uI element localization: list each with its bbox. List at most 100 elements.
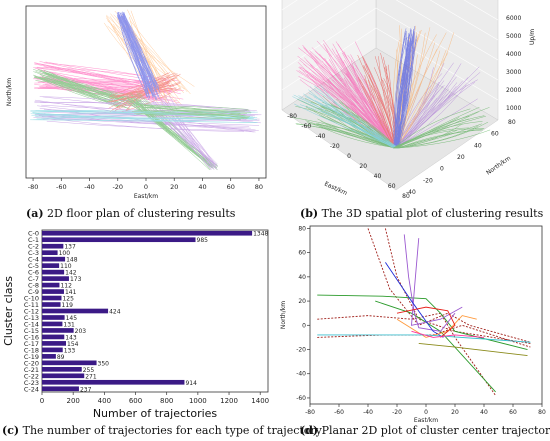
trajectory-line (35, 114, 258, 119)
trajectory-line (160, 98, 216, 167)
trajectory-line (398, 129, 491, 149)
value-label: 131 (63, 321, 75, 328)
bar-C-20 (42, 360, 97, 366)
x-tick-label: -20 (330, 143, 340, 150)
bar-C-1 (42, 237, 196, 243)
trajectory-line (363, 64, 395, 149)
trajectory-line (357, 54, 395, 149)
category-label: C-10 (24, 295, 39, 303)
value-label: 350 (98, 360, 110, 367)
panel-d: -80 -60 -40 -20 0 20 40 60 80 -60 -40 -20 0 20 40 60 80 E… (276, 222, 550, 424)
x-tick-label: 80 (402, 193, 410, 200)
bar-C-6 (42, 269, 65, 275)
value-label: 1348 (253, 231, 268, 238)
trajectory-line (392, 128, 485, 149)
y-tick-label: -20 (296, 347, 306, 354)
x-tick-label: 1400 (251, 397, 269, 405)
trajectory-line (144, 113, 247, 118)
trajectory-bundle (291, 25, 491, 149)
trajectory-line (305, 96, 399, 149)
trajectory-line (130, 10, 163, 106)
caption-c-text: The number of trajectories for each type… (22, 424, 322, 437)
value-label: 148 (66, 257, 78, 264)
trajectory-line (39, 61, 181, 95)
value-label: 125 (62, 296, 74, 303)
category-label: C-8 (28, 282, 39, 290)
x-tick-label: -60 (56, 183, 67, 191)
trajectory-line (121, 88, 180, 112)
x-axis-label: Number of trajectories (93, 407, 218, 420)
trajectory-line (398, 66, 480, 149)
x-tick-label: 60 (227, 183, 235, 191)
x-tick-label: -80 (305, 409, 315, 416)
trajectory-line (117, 13, 148, 97)
x-tick-label: -60 (334, 409, 344, 416)
trajectory-line (41, 115, 251, 129)
trajectory-line (42, 72, 119, 107)
cluster-center-line (367, 228, 531, 343)
x-tick-label: -60 (301, 123, 311, 130)
trajectory-line (320, 85, 397, 149)
trajectory-line (314, 89, 399, 149)
category-label: C-22 (24, 372, 39, 380)
category-label: C-13 (24, 314, 39, 322)
category-label: C-14 (24, 320, 39, 328)
y-tick-label: -40 (406, 189, 416, 196)
cluster-center-line (396, 306, 456, 338)
cluster-center-line (384, 228, 531, 344)
trajectory-line (123, 12, 160, 89)
x-tick-label: 800 (160, 397, 173, 405)
y-axis-label: North/km (485, 155, 512, 177)
caption-b: (b) The 3D spatial plot of clustering re… (300, 207, 543, 220)
y-tick-label: -40 (296, 371, 306, 378)
trajectory-line (313, 85, 396, 149)
trajectory-line (33, 69, 136, 107)
x-tick-label: 1000 (189, 397, 207, 405)
caption-a-text: 2D floor plan of clustering results (47, 207, 236, 220)
trajectory-line (365, 63, 396, 149)
z-axis-label: Up/m (529, 29, 536, 45)
plot-area (309, 225, 543, 405)
panel-a: -80 -60 -40 -20 0 20 40 60 80 East/km North/km (0, 0, 272, 206)
trajectory-line (393, 42, 411, 149)
value-label: 143 (65, 334, 77, 341)
caption-d: (d) Planar 2D plot of cluster center tra… (300, 424, 550, 437)
y-tick-label: -20 (423, 177, 433, 184)
trajectory-bundle (30, 9, 262, 171)
trajectory-line (123, 11, 147, 87)
cluster-center-line (411, 330, 485, 338)
y-tick-label: 20 (457, 154, 465, 161)
x-tick-label: -40 (363, 409, 373, 416)
z-tick-label: 5000 (506, 33, 521, 40)
trajectory-line (122, 15, 148, 88)
x-tick-label: 0 (424, 409, 428, 416)
x-tick-label: 0 (144, 183, 148, 191)
category-label: C-7 (28, 275, 39, 283)
value-label: 424 (109, 309, 121, 316)
bar-C-21 (42, 366, 82, 372)
trajectory-line (30, 119, 257, 123)
category-label: C-9 (28, 288, 39, 296)
trajectory-line (395, 33, 409, 149)
value-label: 145 (66, 315, 78, 322)
trajectory-line (396, 125, 479, 149)
x-tick-label: 0 (40, 397, 44, 405)
chart-c: C-0 1348 C-1 985 C-2 137 C-3 100 C-4 148 C-5 110 C-6… (2, 229, 269, 420)
trajectory-line (136, 112, 248, 119)
value-label: 914 (185, 380, 197, 387)
bar-C-16 (42, 334, 65, 340)
y-axis-label: Cluster class (2, 276, 15, 346)
bar-C-10 (42, 295, 62, 301)
category-label: C-0 (28, 230, 39, 238)
trajectory-line (141, 113, 245, 119)
y-axis-label: North/km (6, 78, 13, 106)
caption-b-text: The 3D spatial plot of clustering result… (321, 207, 544, 220)
grid-line (281, 7, 377, 71)
category-label: C-17 (24, 340, 39, 348)
bar-C-24 (42, 386, 79, 392)
caption-d-letter: (d) (300, 424, 319, 437)
bar-C-11 (42, 302, 61, 307)
caption-a: (a) 2D floor plan of clustering results (26, 207, 235, 220)
trajectory-line (120, 15, 154, 97)
x-tick-label: -80 (28, 183, 39, 191)
